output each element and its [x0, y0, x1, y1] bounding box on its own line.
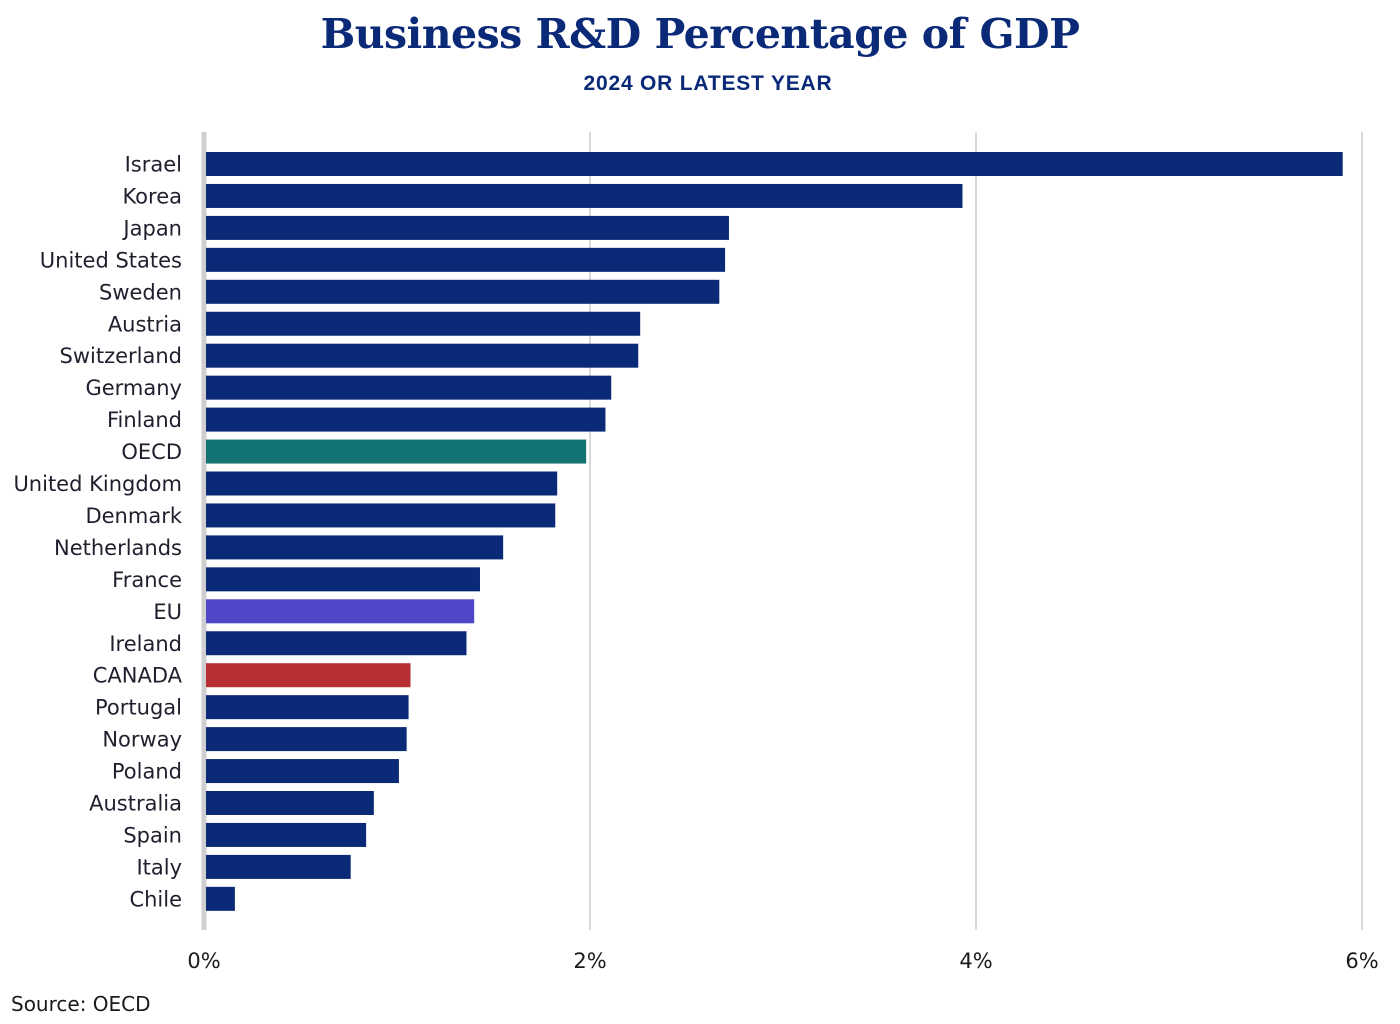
category-label: Spain	[123, 823, 182, 847]
x-tick-label: 4%	[959, 949, 992, 973]
bar	[206, 727, 407, 752]
category-label: United States	[40, 248, 182, 272]
category-label: CANADA	[93, 664, 183, 688]
x-tick-label: 2%	[573, 949, 606, 973]
bar	[206, 759, 399, 784]
x-tick-label: 6%	[1345, 949, 1378, 973]
bar	[206, 854, 351, 879]
bar	[206, 311, 641, 336]
bar	[206, 471, 558, 496]
category-label: Israel	[125, 153, 182, 177]
source-note: Source: OECD	[11, 992, 151, 1016]
bar	[206, 886, 235, 911]
chart-title: Business R&D Percentage of GDP	[320, 10, 1080, 58]
category-label: Australia	[89, 792, 182, 816]
category-label: Finland	[107, 408, 182, 432]
bar	[206, 215, 729, 240]
category-label: OECD	[121, 440, 182, 464]
bar	[206, 791, 374, 815]
category-label: Ireland	[109, 632, 182, 656]
category-label: Denmark	[85, 504, 182, 528]
bar	[206, 439, 587, 464]
category-label: Netherlands	[54, 536, 182, 560]
category-label: Poland	[112, 760, 182, 784]
bar	[206, 535, 504, 560]
category-label: Norway	[102, 728, 182, 752]
bar	[206, 695, 409, 720]
category-label: Sweden	[99, 280, 182, 304]
category-label: Austria	[108, 312, 182, 336]
category-label: EU	[153, 600, 182, 624]
category-label: France	[112, 568, 182, 592]
bar	[206, 375, 612, 400]
bar	[206, 152, 1343, 176]
bar	[206, 279, 720, 304]
category-label: Switzerland	[60, 344, 183, 368]
bar	[206, 567, 480, 592]
bar	[206, 663, 411, 688]
bar	[206, 631, 467, 656]
category-label: Chile	[129, 887, 182, 911]
bar	[206, 183, 963, 208]
category-label: Portugal	[95, 696, 182, 720]
bar	[206, 503, 556, 528]
category-label: Italy	[136, 855, 182, 879]
category-label: Germany	[85, 376, 182, 400]
bar	[206, 343, 639, 368]
category-label: Japan	[121, 216, 182, 240]
bar	[206, 822, 367, 847]
category-label: Korea	[122, 184, 182, 208]
chart-subtitle: 2024 OR LATEST YEAR	[583, 72, 833, 95]
bar	[206, 247, 726, 272]
x-tick-label: 0%	[187, 949, 220, 973]
bar	[206, 407, 606, 432]
bar	[206, 599, 475, 624]
category-label: United Kingdom	[13, 472, 182, 496]
